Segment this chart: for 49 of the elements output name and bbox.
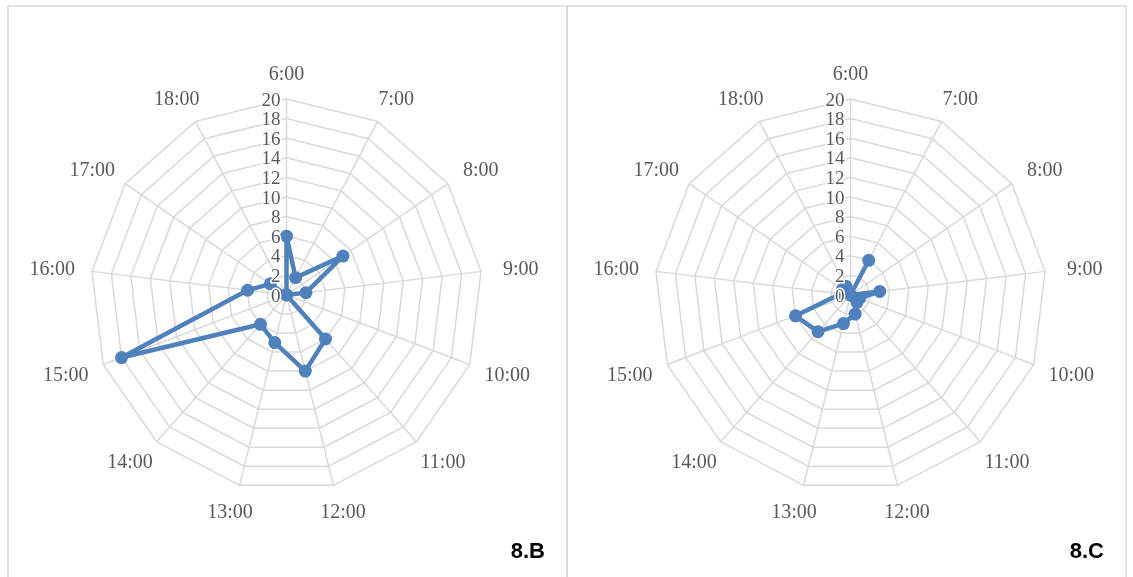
y-tick-label: 16 <box>825 127 845 149</box>
spoke-label: 11:00 <box>984 450 1030 473</box>
spoke-label: 12:00 <box>320 499 366 522</box>
spoke-label: 17:00 <box>633 157 680 180</box>
y-tick-label: 2 <box>835 265 845 287</box>
y-tick-label: 10 <box>261 186 281 208</box>
spoke-label: 8:00 <box>1026 157 1063 180</box>
spoke-label: 10:00 <box>484 362 530 385</box>
y-tick-label: 20 <box>261 88 281 110</box>
y-tick-label: 16 <box>261 127 281 149</box>
spoke-label: 7:00 <box>942 87 978 110</box>
spoke-label: 13:00 <box>207 499 253 522</box>
spoke-label: 9:00 <box>503 257 539 280</box>
spoke-label: 15:00 <box>43 362 89 385</box>
y-tick-label: 20 <box>825 88 845 110</box>
spoke-label: 12:00 <box>884 499 930 522</box>
y-tick-label: 8 <box>271 206 281 228</box>
text: 8.C <box>1069 538 1105 563</box>
y-tick-label: 14 <box>825 147 845 169</box>
spoke-label: 15:00 <box>607 362 653 385</box>
spoke-label: 16:00 <box>593 257 639 280</box>
y-tick-label: 2 <box>271 265 281 287</box>
y-tick-label: 8 <box>835 206 845 228</box>
spoke-label: 6:00 <box>832 62 869 84</box>
spoke-label: 10:00 <box>1048 362 1094 385</box>
spoke-label: 7:00 <box>378 87 414 110</box>
spoke-label: 9:00 <box>1067 257 1103 280</box>
spoke-label: 14:00 <box>107 450 153 473</box>
spoke-label: 17:00 <box>69 157 116 180</box>
spoke-label: 18:00 <box>154 87 200 110</box>
spoke-label: 8:00 <box>462 157 499 180</box>
y-tick-label: 6 <box>271 225 281 247</box>
spoke-label: 16:00 <box>29 257 75 280</box>
y-tick-label: 10 <box>825 186 845 208</box>
y-tick-label: 18 <box>825 108 845 130</box>
y-tick-label: 12 <box>825 167 845 189</box>
spoke-label: 13:00 <box>771 499 817 522</box>
y-tick-label: 0 <box>271 284 281 306</box>
spoke-label: 18:00 <box>718 87 764 110</box>
spoke-label: 14:00 <box>671 450 717 473</box>
spoke-label: 6:00 <box>268 62 305 84</box>
y-tick-label: 12 <box>261 167 281 189</box>
spoke-label: 11:00 <box>420 450 466 473</box>
y-tick-label: 18 <box>261 108 281 130</box>
y-tick-label: 4 <box>835 245 845 267</box>
y-tick-label: 6 <box>835 225 845 247</box>
y-tick-label: 14 <box>261 147 281 169</box>
y-tick-label: 4 <box>271 245 281 267</box>
text: 8.B <box>510 538 545 563</box>
